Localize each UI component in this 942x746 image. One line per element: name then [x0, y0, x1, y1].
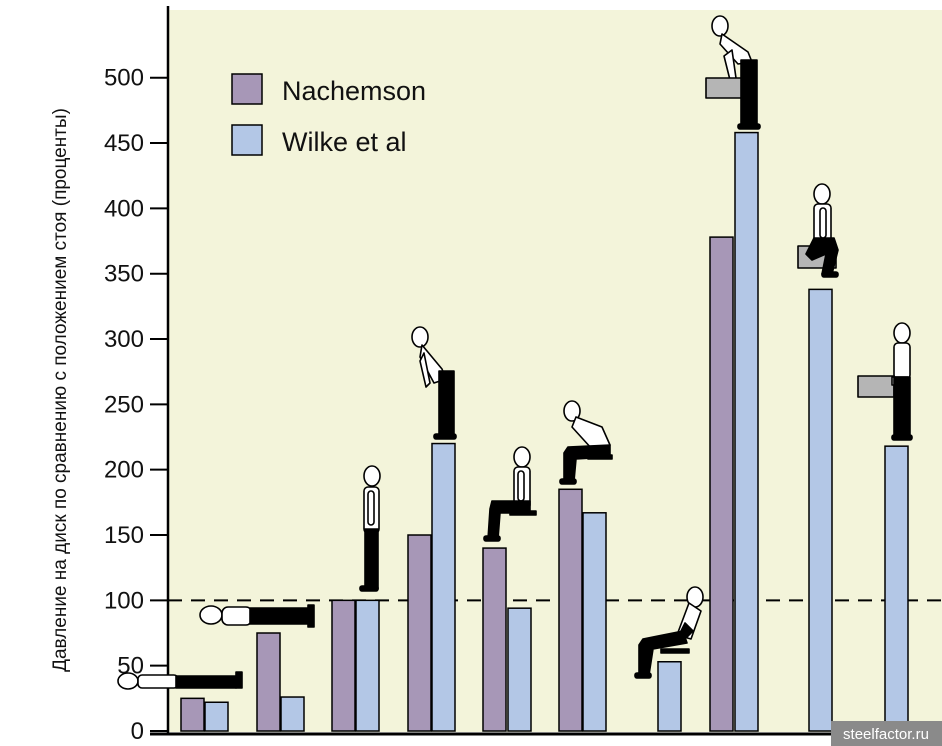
figure-sitting-upright	[483, 446, 537, 542]
y-tick-label-450: 450	[104, 130, 144, 157]
legend-swatch-wilke	[231, 124, 263, 156]
watermark-text: steelfactor.ru	[843, 726, 929, 743]
y-tick-label-300: 300	[104, 326, 144, 353]
legend: Nachemson Wilke et al	[231, 73, 426, 157]
bar-wilke-sitting-reclined	[657, 661, 682, 732]
bar-wilke-standing	[355, 599, 380, 732]
bar-wilke-lying-supine	[204, 701, 229, 732]
bar-nachemson-standing-bent-forward	[407, 534, 432, 732]
y-tick-label-500: 500	[104, 65, 144, 92]
legend-label-wilke: Wilke et al	[282, 127, 407, 157]
watermark: steelfactor.ru	[831, 721, 942, 746]
legend-label-nachemson: Nachemson	[282, 76, 426, 106]
y-tick-label-350: 350	[104, 261, 144, 288]
y-tick-label-100: 100	[104, 587, 144, 614]
bar-nachemson-bent-forward-lifting-weight	[709, 236, 734, 732]
figure-sitting-bent-forward	[559, 400, 613, 485]
figure-squat-lifting	[797, 183, 839, 278]
y-tick-label-400: 400	[104, 195, 144, 222]
bar-nachemson-sitting-bent-forward	[558, 488, 583, 732]
y-tick-label-250: 250	[104, 391, 144, 418]
bar-wilke-standing-holding-weight	[884, 445, 909, 732]
bar-wilke-sitting-upright	[507, 607, 532, 732]
bar-nachemson-sitting-upright	[482, 547, 507, 732]
figure-standing	[359, 465, 381, 592]
y-axis-label: Давление на диск по сравнению с положени…	[50, 108, 71, 672]
bar-wilke-standing-bent-forward	[431, 442, 456, 732]
figure-sitting-reclined	[634, 586, 704, 679]
bar-wilke-sitting-bent-forward	[582, 512, 607, 732]
bar-nachemson-standing	[331, 599, 356, 732]
bar-wilke-lying-side	[280, 696, 305, 732]
bar-nachemson-lying-supine	[180, 697, 205, 732]
y-tick-label-150: 150	[104, 522, 144, 549]
bars	[180, 131, 909, 732]
figure-lying-side	[199, 604, 315, 628]
y-tick-label-200: 200	[104, 457, 144, 484]
figure-bent-forward-lifting	[705, 15, 761, 130]
bar-nachemson-lying-side	[256, 632, 281, 732]
posture-figures	[117, 15, 913, 690]
legend-swatch-nachemson	[231, 73, 263, 105]
y-tick-label-0: 0	[131, 718, 144, 745]
bar-wilke-squat-lifting-weight	[808, 288, 833, 732]
figure-standing-bent-forward	[411, 326, 457, 440]
figure-lying-supine	[117, 671, 243, 690]
bar-wilke-bent-forward-lifting-weight	[734, 131, 759, 732]
figure-standing-holding-weight	[857, 322, 913, 441]
